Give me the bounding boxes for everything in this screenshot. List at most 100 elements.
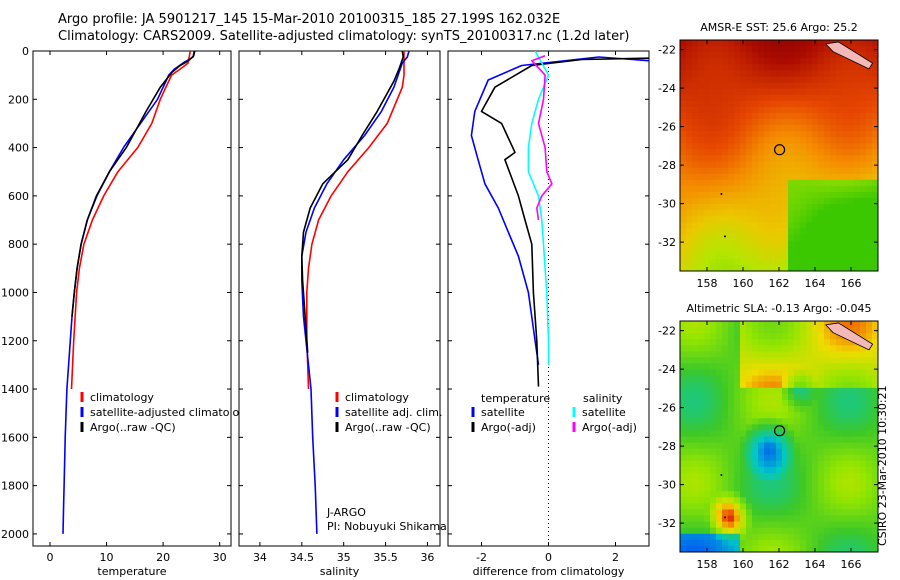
- sst-map-cell: [704, 52, 711, 59]
- sst-map-cell: [764, 161, 771, 169]
- sst-map-cell: [812, 258, 819, 266]
- sst-map-cell: [806, 173, 813, 181]
- sla-map-cell: [740, 363, 747, 371]
- sla-map-cell: [722, 527, 729, 535]
- sst-map-cell: [866, 119, 873, 126]
- sst-map-cell: [788, 234, 795, 242]
- sst-map-cell: [794, 240, 801, 248]
- sst-map-cell: [872, 106, 878, 114]
- sla-map-cell: [698, 321, 705, 328]
- sla-map-cell: [848, 479, 855, 486]
- sla-map-cell: [848, 430, 855, 438]
- sst-map-cell: [782, 100, 789, 108]
- sla-map-cell: [746, 387, 753, 395]
- sla-map-cell: [836, 454, 843, 462]
- sst-map-cell: [848, 125, 855, 132]
- sst-map-cell: [848, 46, 855, 53]
- sla-map-cell: [818, 503, 825, 511]
- sla-map-ytick-label: -32: [658, 517, 676, 530]
- sst-map-cell: [824, 185, 831, 193]
- sst-map-cell: [752, 94, 759, 102]
- sst-map-cell: [716, 64, 723, 71]
- sst-map-cell: [812, 240, 819, 248]
- sst-map-cell: [800, 40, 807, 47]
- sst-map-cell: [824, 246, 831, 254]
- sla-map-cell: [836, 345, 843, 352]
- sla-map-cell: [686, 539, 693, 547]
- sla-map-cell: [710, 497, 717, 504]
- sst-map-cell: [800, 234, 807, 242]
- sla-map-cell: [848, 485, 855, 492]
- sst-map-cell: [830, 234, 837, 242]
- sst-map-cell: [782, 234, 789, 242]
- sst-map-cell: [710, 131, 717, 138]
- sla-map-cell: [734, 472, 741, 480]
- sst-map-cell: [710, 222, 717, 230]
- sst-map-cell: [764, 185, 771, 193]
- sla-map-cell: [794, 412, 801, 419]
- sla-map-cell: [812, 345, 819, 352]
- sla-map-cell: [704, 424, 711, 432]
- sst-map-cell: [806, 246, 813, 254]
- sla-map-cell: [872, 369, 878, 377]
- sla-map-cell: [722, 545, 729, 552]
- sla-map-cell: [698, 333, 705, 340]
- sla-map-cell: [836, 357, 843, 365]
- sst-map-cell: [764, 40, 771, 47]
- sla-map-cell: [704, 345, 711, 352]
- sst-map-cell: [776, 149, 783, 157]
- sla-map-cell: [836, 509, 843, 517]
- sst-map-cell: [692, 143, 699, 151]
- sst-map-cell: [836, 204, 843, 211]
- sla-map-cell: [824, 472, 831, 480]
- sla-map-cell: [854, 345, 861, 352]
- sst-map-cell: [740, 58, 747, 65]
- sla-map-cell: [722, 369, 729, 377]
- sst-map-cell: [836, 76, 843, 84]
- sst-map-cell: [746, 185, 753, 193]
- legend-head-temperature: temperature: [481, 392, 550, 405]
- sla-map-cell: [788, 321, 795, 328]
- sst-map-cell: [692, 191, 699, 199]
- sst-map-cell: [758, 234, 765, 242]
- sst-map-cell: [824, 70, 831, 78]
- sst-map-cell: [872, 119, 878, 126]
- sst-map-cell: [740, 210, 747, 217]
- sla-map-cell: [764, 472, 771, 480]
- sla-map-cell: [860, 497, 867, 504]
- sst-map-cell: [710, 228, 717, 236]
- sla-map-cell: [794, 430, 801, 438]
- sla-map-cell: [848, 497, 855, 504]
- sst-map-cell: [770, 131, 777, 138]
- sla-map-cell: [830, 539, 837, 547]
- sla-map-cell: [758, 424, 765, 432]
- sst-map-cell: [818, 210, 825, 217]
- sla-map-cell: [872, 339, 878, 346]
- sst-map-cell: [740, 100, 747, 108]
- sst-map-cell: [680, 58, 687, 65]
- sst-map-cell: [770, 40, 777, 47]
- sla-map-cell: [788, 515, 795, 523]
- sst-map-cell: [806, 204, 813, 211]
- sst-map-cell: [830, 185, 837, 193]
- sst-map-cell: [752, 125, 759, 132]
- sst-map-cell: [824, 137, 831, 144]
- sla-map-cell: [734, 424, 741, 432]
- sst-map-cell: [848, 137, 855, 144]
- sst-map-cell: [686, 210, 693, 217]
- sst-map-cell: [734, 112, 741, 120]
- sst-map-cell: [770, 58, 777, 65]
- sla-map-cell: [794, 393, 801, 401]
- sst-map-cell: [818, 70, 825, 78]
- sst-map-cell: [722, 155, 729, 163]
- sla-map-cell: [788, 521, 795, 529]
- sla-map-cell: [866, 509, 873, 517]
- sst-map-cell: [788, 252, 795, 260]
- sla-map-cell: [818, 527, 825, 535]
- sst-map-cell: [836, 119, 843, 126]
- sst-map-cell: [842, 106, 849, 114]
- sla-map-cell: [842, 533, 849, 541]
- sla-map-cell: [812, 406, 819, 413]
- sla-map-cell: [782, 472, 789, 480]
- sla-map-cell: [824, 369, 831, 377]
